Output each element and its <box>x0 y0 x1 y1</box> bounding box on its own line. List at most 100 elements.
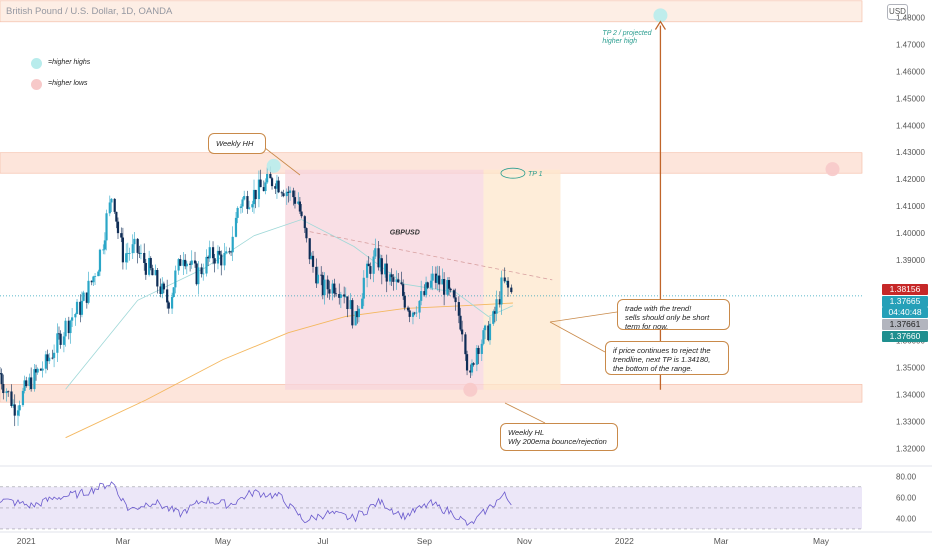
candle-body <box>351 300 354 326</box>
candle-body <box>144 262 147 275</box>
candle-body <box>7 391 10 393</box>
candle-body <box>229 251 233 253</box>
candle-body <box>74 314 77 318</box>
candle-body <box>82 292 85 301</box>
x-tick-label: 2021 <box>17 536 36 546</box>
candle-body <box>162 283 165 290</box>
candle-body <box>139 252 143 254</box>
candle-body <box>402 284 405 296</box>
candle-body <box>166 289 169 303</box>
candle-body <box>495 299 498 314</box>
candle-body <box>103 240 106 250</box>
candle-body <box>297 201 300 204</box>
candle-body <box>218 250 221 255</box>
candle-body <box>388 274 392 282</box>
candle-body <box>292 190 295 198</box>
rsi-tick-label: 60.00 <box>896 493 917 502</box>
candle-body <box>208 247 211 259</box>
candle-body <box>200 267 203 275</box>
candle-body <box>52 352 56 358</box>
candle-body <box>316 274 320 284</box>
candle-body <box>334 293 338 295</box>
candle-body <box>207 256 210 259</box>
candle-body <box>282 193 285 197</box>
candle-body <box>133 238 136 245</box>
x-tick-label: Mar <box>116 536 131 546</box>
reject-note-line-2: trendline, next TP is 1.34180, <box>613 355 711 364</box>
candle-body <box>108 202 111 214</box>
candle-body <box>21 390 25 406</box>
candle-body <box>98 249 102 272</box>
currency-button[interactable]: USD <box>887 4 908 20</box>
candle-body <box>346 296 349 310</box>
candle-body <box>225 251 228 253</box>
candle-body <box>138 252 141 254</box>
candle-body <box>36 368 39 373</box>
candle-body <box>326 279 329 290</box>
candle-body <box>362 277 365 299</box>
candle-body <box>41 368 44 371</box>
candle-body <box>23 380 26 391</box>
candle-body <box>64 320 67 337</box>
candle-body <box>188 263 192 265</box>
candle-body <box>449 288 452 291</box>
candle-body <box>220 254 223 266</box>
range-box <box>285 169 484 390</box>
y-tick-label: 1.32000 <box>896 444 925 453</box>
candle-body <box>395 279 398 282</box>
legend-higher-highs: =higher highs <box>48 59 91 66</box>
candle-body <box>18 405 21 411</box>
zone-tp2-zone <box>0 0 863 23</box>
candle-body <box>136 238 139 253</box>
candle-body <box>397 279 400 283</box>
candle-body <box>270 178 274 187</box>
candle-body <box>87 280 90 303</box>
candle-body <box>488 323 492 341</box>
candle-body <box>506 280 510 288</box>
candle-body <box>57 333 61 335</box>
candle-body <box>75 301 79 315</box>
candle-body <box>184 259 187 267</box>
candle-body <box>447 280 451 289</box>
y-tick-label: 1.39000 <box>896 256 925 265</box>
candle-body <box>51 357 54 359</box>
candle-body <box>403 295 406 308</box>
candle-body <box>269 173 272 179</box>
candle-body <box>477 347 480 354</box>
candle-body <box>461 329 464 335</box>
candle-body <box>71 317 74 321</box>
candle-body <box>369 266 372 274</box>
candle-body <box>151 268 154 276</box>
x-tick-label: Mar <box>714 536 729 546</box>
candle-body <box>10 391 13 407</box>
candle-body <box>385 263 388 282</box>
price-label-close: 1.37661 <box>882 319 928 330</box>
candle-body <box>115 211 118 222</box>
reject-note-connector <box>549 321 606 353</box>
candle-body <box>392 277 395 282</box>
candle-body <box>105 213 108 241</box>
candle-body <box>443 279 446 295</box>
candle-body <box>262 187 265 192</box>
candle-body <box>90 280 93 283</box>
candle-body <box>280 192 283 194</box>
candle-body <box>498 299 501 305</box>
candle-body <box>190 260 193 265</box>
ema-fast-line <box>65 219 514 390</box>
candle-body <box>231 236 234 253</box>
candle-body <box>483 325 487 331</box>
candle-body <box>44 354 47 369</box>
candle-body <box>357 308 360 318</box>
tp2-label-line-2: higher high <box>602 38 637 45</box>
candle-body <box>493 311 497 314</box>
countdown-label: 04:40:48 <box>882 307 928 318</box>
candle-body <box>80 300 84 315</box>
candle-body <box>241 199 244 207</box>
candle-body <box>503 277 506 282</box>
candle-body <box>205 256 208 274</box>
candle-body <box>321 275 324 296</box>
candle-body <box>113 198 116 212</box>
candle-body <box>33 369 36 390</box>
